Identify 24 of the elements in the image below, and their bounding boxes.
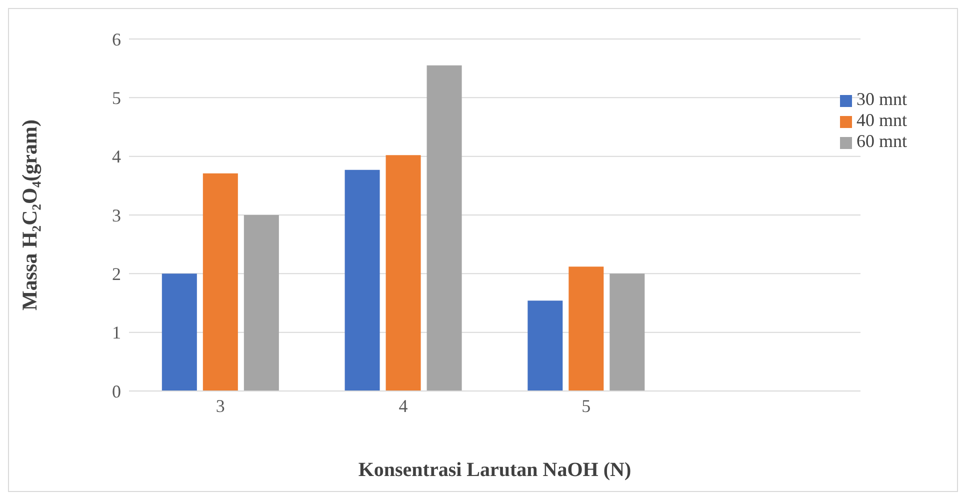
- bar: [344, 170, 380, 391]
- bar: [202, 173, 238, 391]
- legend-label: 60 mnt: [856, 131, 907, 151]
- legend-label: 40 mnt: [856, 110, 907, 130]
- y-tick-label: 4: [112, 146, 121, 167]
- bar: [528, 300, 563, 391]
- y-tick-label: 2: [112, 264, 121, 284]
- y-tick-label: 0: [112, 381, 121, 402]
- y-tick-label: 3: [112, 205, 121, 226]
- y-tick-label: 5: [112, 88, 121, 108]
- y-axis-title: Massa H₂C₂O₄(gram): [17, 120, 42, 310]
- x-tick-label: 4: [398, 396, 408, 416]
- bar: [162, 274, 197, 391]
- y-tick-label: 6: [112, 29, 121, 50]
- bar: [610, 274, 645, 391]
- x-axis-title: Konsentrasi Larutan NaOH (N): [358, 459, 632, 481]
- y-tick-label: 1: [112, 322, 121, 343]
- bar: [244, 215, 279, 391]
- legend-label: 30 mnt: [856, 89, 907, 109]
- x-tick-label: 5: [582, 396, 591, 416]
- bar: [426, 65, 462, 391]
- x-tick-label: 3: [216, 396, 225, 416]
- bar: [386, 155, 421, 391]
- bar: [568, 266, 604, 391]
